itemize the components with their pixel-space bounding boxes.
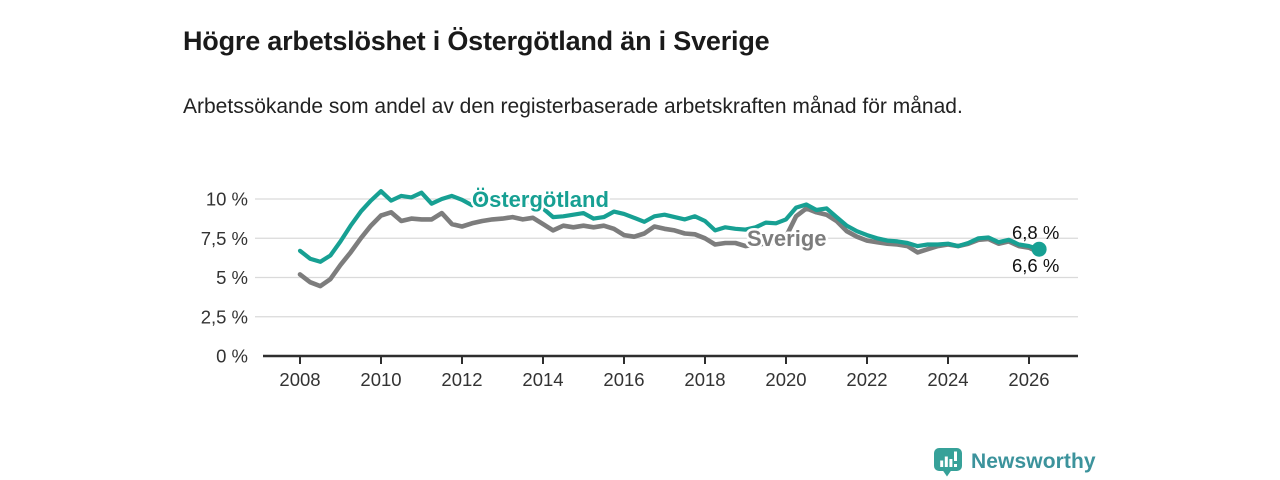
series-label-sverige: Sverige [747,226,827,251]
series-label-ostergotland: Östergötland [472,187,609,212]
y-tick-label: 2,5 % [201,306,248,327]
series-line-sverige [297,206,1042,289]
x-tick-label: 2022 [846,369,887,390]
y-tick-label: 5 % [216,267,248,288]
page-title: Högre arbetslöshet i Östergötland än i S… [183,26,770,57]
x-tick-label: 2018 [684,369,725,390]
x-tick-label: 2016 [603,369,644,390]
x-tick-label: 2012 [441,369,482,390]
end-value-label-sverige: 6,6 % [1012,255,1059,276]
x-tick-label: 2026 [1008,369,1049,390]
brand-name: Newsworthy [971,450,1096,473]
end-value-label-ostergotland: 6,8 % [1012,222,1059,243]
x-tick-label: 2020 [765,369,806,390]
x-tick-label: 2008 [279,369,320,390]
series-line-ostergotland [297,189,1042,264]
x-tick-label: 2014 [522,369,563,390]
y-tick-label: 7,5 % [201,228,248,249]
x-tick-label: 2024 [927,369,968,390]
newsworthy-logo[interactable]: Newsworthy [933,446,1096,478]
x-tick-label: 2010 [360,369,401,390]
chart-subtitle: Arbetssökande som andel av den registerb… [183,95,963,118]
bar-chart-speech-bubble-icon [934,447,962,476]
y-tick-label: 10 % [206,189,248,210]
y-tick-label: 0 % [216,346,248,367]
endpoint-dot [1031,241,1047,257]
